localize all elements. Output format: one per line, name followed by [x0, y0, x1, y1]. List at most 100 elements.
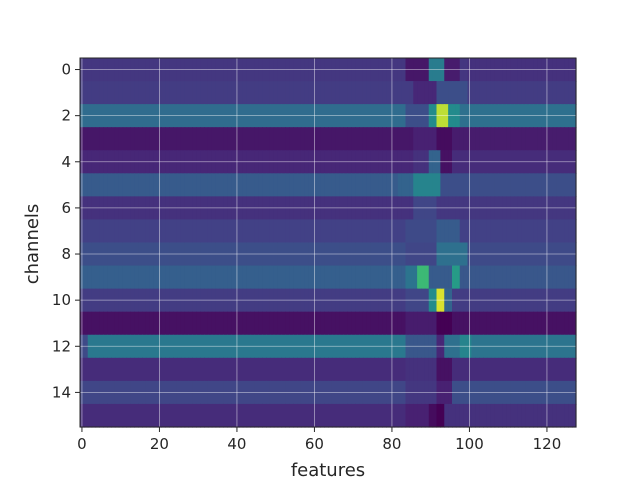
heatmap-cell — [359, 173, 364, 197]
heatmap-cell — [444, 311, 449, 336]
heatmap-cell — [192, 265, 197, 290]
heatmap-cell — [331, 311, 337, 336]
heatmap-cell — [176, 311, 182, 336]
heatmap-cell — [378, 403, 383, 428]
heatmap-cell — [386, 265, 391, 290]
heatmap-cell — [184, 357, 190, 382]
heatmap-cell — [149, 173, 155, 197]
heatmap-cell — [417, 403, 422, 428]
heatmap-cell — [436, 311, 441, 336]
heatmap-cell — [490, 173, 496, 197]
heatmap-cell — [200, 403, 205, 428]
heatmap-cell — [142, 403, 147, 428]
heatmap-cell — [246, 219, 252, 244]
heatmap-cell — [262, 265, 267, 290]
heatmap-cell — [328, 311, 333, 336]
heatmap-cell — [359, 127, 364, 151]
heatmap-cell — [258, 173, 263, 197]
heatmap-cell — [533, 403, 538, 428]
heatmap-cell — [343, 219, 348, 244]
heatmap-cell — [483, 173, 488, 197]
heatmap-cell — [161, 127, 166, 151]
heatmap-cell — [455, 81, 461, 105]
heatmap-cell — [207, 219, 213, 244]
heatmap-cell — [370, 311, 376, 336]
heatmap-cell — [145, 219, 151, 244]
heatmap-cell — [436, 173, 441, 197]
heatmap-cell — [273, 265, 279, 290]
heatmap-cell — [548, 265, 554, 290]
heatmap-cell — [176, 81, 182, 105]
heatmap-cell — [99, 357, 104, 382]
heatmap-cell — [262, 357, 267, 382]
heatmap-cell — [122, 265, 128, 290]
heatmap-cell — [130, 265, 135, 290]
heatmap-cell — [471, 403, 476, 428]
heatmap-cell — [173, 265, 178, 290]
heatmap-cell — [165, 127, 170, 151]
heatmap-cell — [250, 173, 255, 197]
heatmap-cell — [293, 127, 298, 151]
heatmap-cell — [533, 357, 538, 382]
heatmap-cell — [370, 219, 376, 244]
heatmap-cell — [362, 219, 368, 244]
heatmap-cell — [362, 311, 368, 336]
heatmap-cell — [347, 219, 352, 244]
heatmap-cell — [211, 265, 217, 290]
heatmap-cell — [231, 357, 236, 382]
heatmap-cell — [126, 81, 131, 105]
heatmap-cell — [204, 311, 209, 336]
heatmap-cell — [293, 403, 298, 428]
heatmap-cell — [475, 357, 480, 382]
heatmap-cell — [304, 357, 310, 382]
heatmap-cell — [498, 311, 503, 336]
heatmap-cell — [421, 265, 426, 290]
heatmap-cell — [564, 357, 569, 382]
heatmap-cell — [455, 357, 461, 382]
heatmap-cell — [285, 127, 290, 151]
heatmap-cell — [463, 173, 469, 197]
heatmap-cell — [510, 311, 515, 336]
heatmap-cell — [421, 173, 426, 197]
heatmap-cell — [207, 265, 213, 290]
heatmap-cell — [502, 357, 507, 382]
heatmap-cell — [343, 311, 348, 336]
heatmap-cell — [409, 357, 414, 382]
heatmap-cell — [397, 127, 403, 151]
heatmap-cell — [525, 81, 531, 105]
heatmap-cell — [521, 219, 527, 244]
heatmap-cell — [281, 265, 286, 290]
heatmap-cell — [483, 127, 488, 151]
heatmap-cell — [238, 357, 244, 382]
heatmap-cell — [506, 127, 511, 151]
heatmap-cell — [107, 311, 112, 336]
heatmap-cell — [401, 219, 407, 244]
heatmap-cell — [87, 81, 93, 105]
heatmap-cell — [339, 265, 345, 290]
heatmap-cell — [269, 357, 275, 382]
heatmap-cell — [118, 403, 124, 428]
heatmap-cell — [176, 357, 182, 382]
heatmap-cell — [173, 127, 178, 151]
y-tick-label: 2 — [61, 107, 71, 125]
heatmap-cell — [304, 127, 310, 151]
heatmap-cell — [180, 265, 186, 290]
heatmap-cell — [548, 219, 554, 244]
heatmap-cell — [324, 357, 329, 382]
heatmap-cell — [107, 357, 112, 382]
heatmap-cell — [153, 311, 159, 336]
heatmap-cell — [417, 357, 422, 382]
heatmap-cell — [130, 127, 135, 151]
heatmap-cell — [486, 127, 492, 151]
heatmap-cell — [455, 219, 461, 244]
heatmap-cell — [564, 219, 569, 244]
heatmap-cell — [335, 81, 341, 105]
heatmap-cell — [452, 127, 457, 151]
heatmap-cell — [366, 403, 372, 428]
heatmap-cell — [250, 127, 255, 151]
heatmap-cell — [448, 265, 453, 290]
heatmap-cell — [122, 311, 128, 336]
heatmap-cell — [541, 219, 546, 244]
y-tick-label: 4 — [61, 153, 71, 171]
heatmap-cell — [529, 265, 534, 290]
